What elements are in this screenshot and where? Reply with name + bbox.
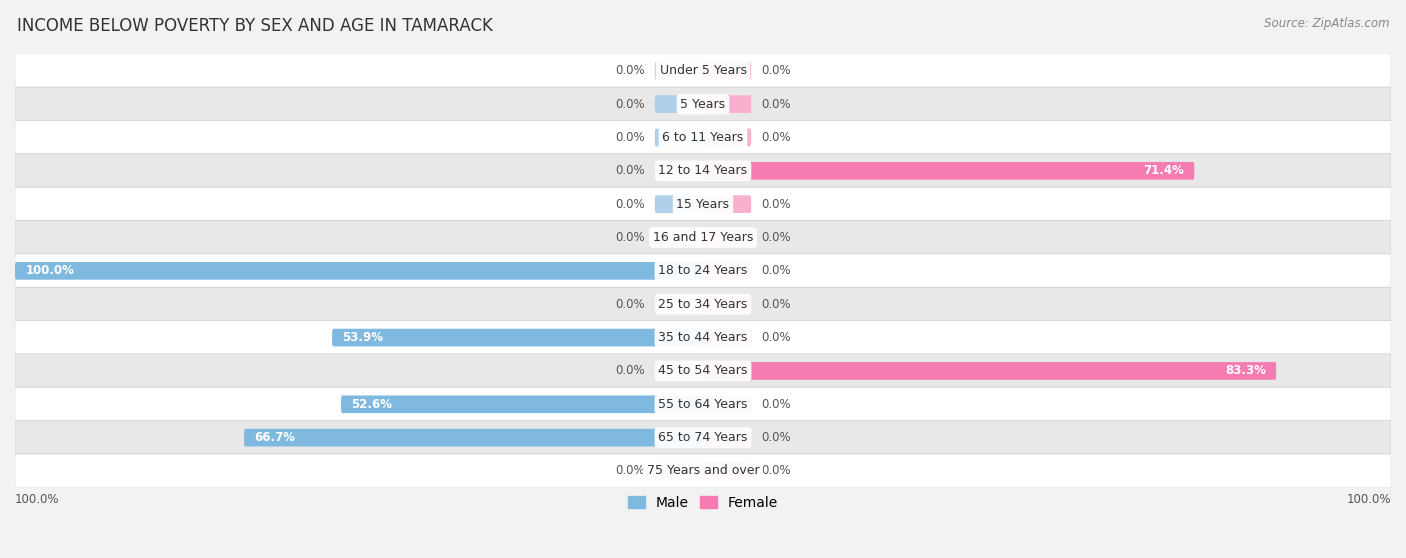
FancyBboxPatch shape	[15, 220, 1391, 254]
Text: 71.4%: 71.4%	[1143, 164, 1184, 177]
Text: 0.0%: 0.0%	[614, 464, 644, 478]
Text: 0.0%: 0.0%	[762, 198, 792, 211]
Text: 75 Years and over: 75 Years and over	[647, 464, 759, 478]
Text: 12 to 14 Years: 12 to 14 Years	[658, 164, 748, 177]
Text: 55 to 64 Years: 55 to 64 Years	[658, 398, 748, 411]
FancyBboxPatch shape	[703, 128, 751, 146]
Text: 18 to 24 Years: 18 to 24 Years	[658, 264, 748, 277]
Legend: Male, Female: Male, Female	[623, 490, 783, 516]
FancyBboxPatch shape	[703, 396, 751, 413]
Text: INCOME BELOW POVERTY BY SEX AND AGE IN TAMARACK: INCOME BELOW POVERTY BY SEX AND AGE IN T…	[17, 17, 492, 35]
FancyBboxPatch shape	[342, 396, 703, 413]
Text: 0.0%: 0.0%	[614, 98, 644, 110]
FancyBboxPatch shape	[703, 362, 1277, 380]
FancyBboxPatch shape	[15, 121, 1391, 155]
FancyBboxPatch shape	[655, 128, 703, 146]
FancyBboxPatch shape	[15, 454, 1391, 488]
FancyBboxPatch shape	[703, 162, 1194, 180]
FancyBboxPatch shape	[655, 195, 703, 213]
FancyBboxPatch shape	[703, 329, 751, 347]
Text: 83.3%: 83.3%	[1225, 364, 1265, 377]
FancyBboxPatch shape	[703, 262, 751, 280]
FancyBboxPatch shape	[15, 421, 1391, 455]
FancyBboxPatch shape	[703, 195, 751, 213]
Text: 16 and 17 Years: 16 and 17 Years	[652, 231, 754, 244]
FancyBboxPatch shape	[655, 162, 703, 180]
FancyBboxPatch shape	[15, 320, 1391, 354]
Text: 100.0%: 100.0%	[25, 264, 75, 277]
Text: 0.0%: 0.0%	[614, 298, 644, 311]
FancyBboxPatch shape	[655, 95, 703, 113]
FancyBboxPatch shape	[15, 387, 1391, 421]
Text: Under 5 Years: Under 5 Years	[659, 64, 747, 77]
Text: 53.9%: 53.9%	[343, 331, 384, 344]
Text: 0.0%: 0.0%	[614, 364, 644, 377]
FancyBboxPatch shape	[703, 295, 751, 313]
FancyBboxPatch shape	[15, 354, 1391, 388]
Text: 0.0%: 0.0%	[614, 131, 644, 144]
FancyBboxPatch shape	[655, 62, 703, 80]
FancyBboxPatch shape	[15, 154, 1391, 188]
Text: 0.0%: 0.0%	[614, 64, 644, 77]
Text: 0.0%: 0.0%	[614, 198, 644, 211]
FancyBboxPatch shape	[703, 429, 751, 446]
FancyBboxPatch shape	[15, 54, 1391, 88]
Text: 66.7%: 66.7%	[254, 431, 295, 444]
Text: 45 to 54 Years: 45 to 54 Years	[658, 364, 748, 377]
FancyBboxPatch shape	[703, 229, 751, 246]
Text: 0.0%: 0.0%	[762, 131, 792, 144]
Text: 0.0%: 0.0%	[762, 431, 792, 444]
Text: 6 to 11 Years: 6 to 11 Years	[662, 131, 744, 144]
FancyBboxPatch shape	[703, 95, 751, 113]
Text: 0.0%: 0.0%	[614, 164, 644, 177]
FancyBboxPatch shape	[655, 362, 703, 380]
Text: 0.0%: 0.0%	[762, 298, 792, 311]
Text: 0.0%: 0.0%	[762, 398, 792, 411]
Text: 0.0%: 0.0%	[762, 464, 792, 478]
FancyBboxPatch shape	[15, 187, 1391, 221]
FancyBboxPatch shape	[332, 329, 703, 347]
Text: 0.0%: 0.0%	[762, 331, 792, 344]
Text: 25 to 34 Years: 25 to 34 Years	[658, 298, 748, 311]
FancyBboxPatch shape	[15, 254, 1391, 288]
Text: 100.0%: 100.0%	[15, 493, 59, 506]
FancyBboxPatch shape	[15, 262, 703, 280]
Text: 0.0%: 0.0%	[762, 98, 792, 110]
Text: 0.0%: 0.0%	[762, 264, 792, 277]
FancyBboxPatch shape	[245, 429, 703, 446]
Text: 0.0%: 0.0%	[762, 64, 792, 77]
FancyBboxPatch shape	[15, 87, 1391, 121]
FancyBboxPatch shape	[15, 287, 1391, 321]
Text: 35 to 44 Years: 35 to 44 Years	[658, 331, 748, 344]
Text: Source: ZipAtlas.com: Source: ZipAtlas.com	[1264, 17, 1389, 30]
Text: 5 Years: 5 Years	[681, 98, 725, 110]
Text: 65 to 74 Years: 65 to 74 Years	[658, 431, 748, 444]
Text: 52.6%: 52.6%	[352, 398, 392, 411]
Text: 0.0%: 0.0%	[762, 231, 792, 244]
FancyBboxPatch shape	[655, 462, 703, 480]
Text: 100.0%: 100.0%	[1347, 493, 1391, 506]
FancyBboxPatch shape	[703, 462, 751, 480]
Text: 15 Years: 15 Years	[676, 198, 730, 211]
FancyBboxPatch shape	[703, 62, 751, 80]
FancyBboxPatch shape	[655, 229, 703, 246]
FancyBboxPatch shape	[655, 295, 703, 313]
Text: 0.0%: 0.0%	[614, 231, 644, 244]
